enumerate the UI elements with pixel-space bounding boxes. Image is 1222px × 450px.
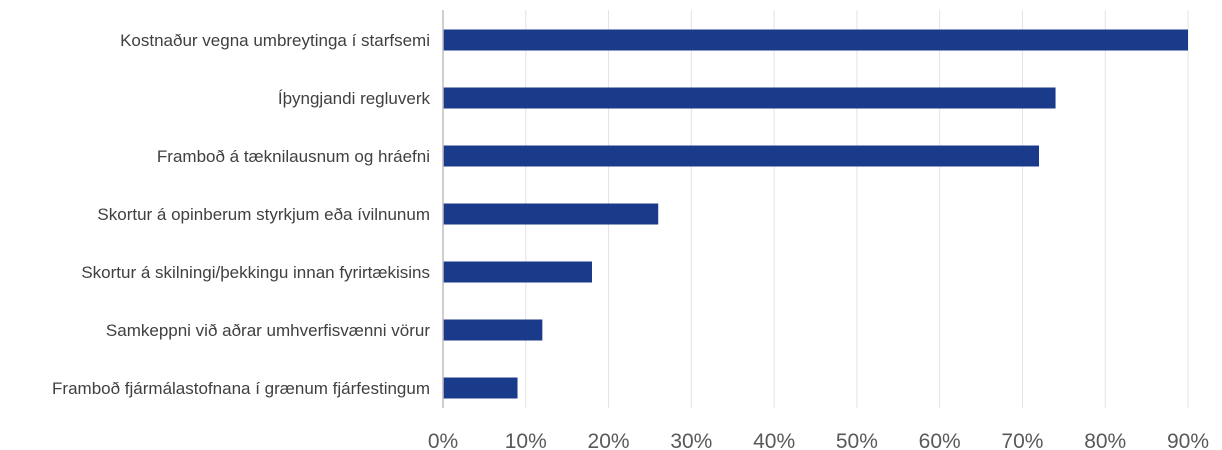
bars bbox=[443, 30, 1188, 399]
x-tick-label: 20% bbox=[588, 430, 630, 450]
category-label: Framboð á tæknilausnum og hráefni bbox=[157, 147, 430, 166]
x-tick-label: 60% bbox=[919, 430, 961, 450]
bar bbox=[443, 204, 658, 225]
category-label: Samkeppni við aðrar umhverfisvænni vörur bbox=[106, 321, 430, 340]
category-label: Íþyngjandi regluverk bbox=[278, 89, 431, 108]
x-tick-label: 30% bbox=[670, 430, 712, 450]
x-tick-label: 0% bbox=[428, 430, 458, 450]
bar bbox=[443, 320, 542, 341]
bar bbox=[443, 30, 1188, 51]
x-tick-label: 80% bbox=[1084, 430, 1126, 450]
category-labels: Kostnaður vegna umbreytinga í starfsemi Í… bbox=[52, 31, 430, 398]
category-label: Skortur á opinberum styrkjum eða ívilnun… bbox=[97, 205, 430, 224]
x-tick-label: 40% bbox=[753, 430, 795, 450]
category-label: Kostnaður vegna umbreytinga í starfsemi bbox=[120, 31, 430, 50]
bar bbox=[443, 88, 1056, 109]
bar bbox=[443, 262, 592, 283]
category-label: Skortur á skilningi/þekkingu innan fyrir… bbox=[81, 263, 430, 282]
bar bbox=[443, 378, 518, 399]
x-tick-labels: 0% 10% 20% 30% 40% 50% 60% 70% 80% 90% bbox=[428, 430, 1209, 450]
bar bbox=[443, 146, 1039, 167]
x-tick-label: 70% bbox=[1001, 430, 1043, 450]
x-tick-label: 10% bbox=[505, 430, 547, 450]
category-label: Framboð fjármálastofnana í grænum fjárfe… bbox=[52, 379, 430, 398]
x-tick-label: 90% bbox=[1167, 430, 1209, 450]
x-tick-label: 50% bbox=[836, 430, 878, 450]
